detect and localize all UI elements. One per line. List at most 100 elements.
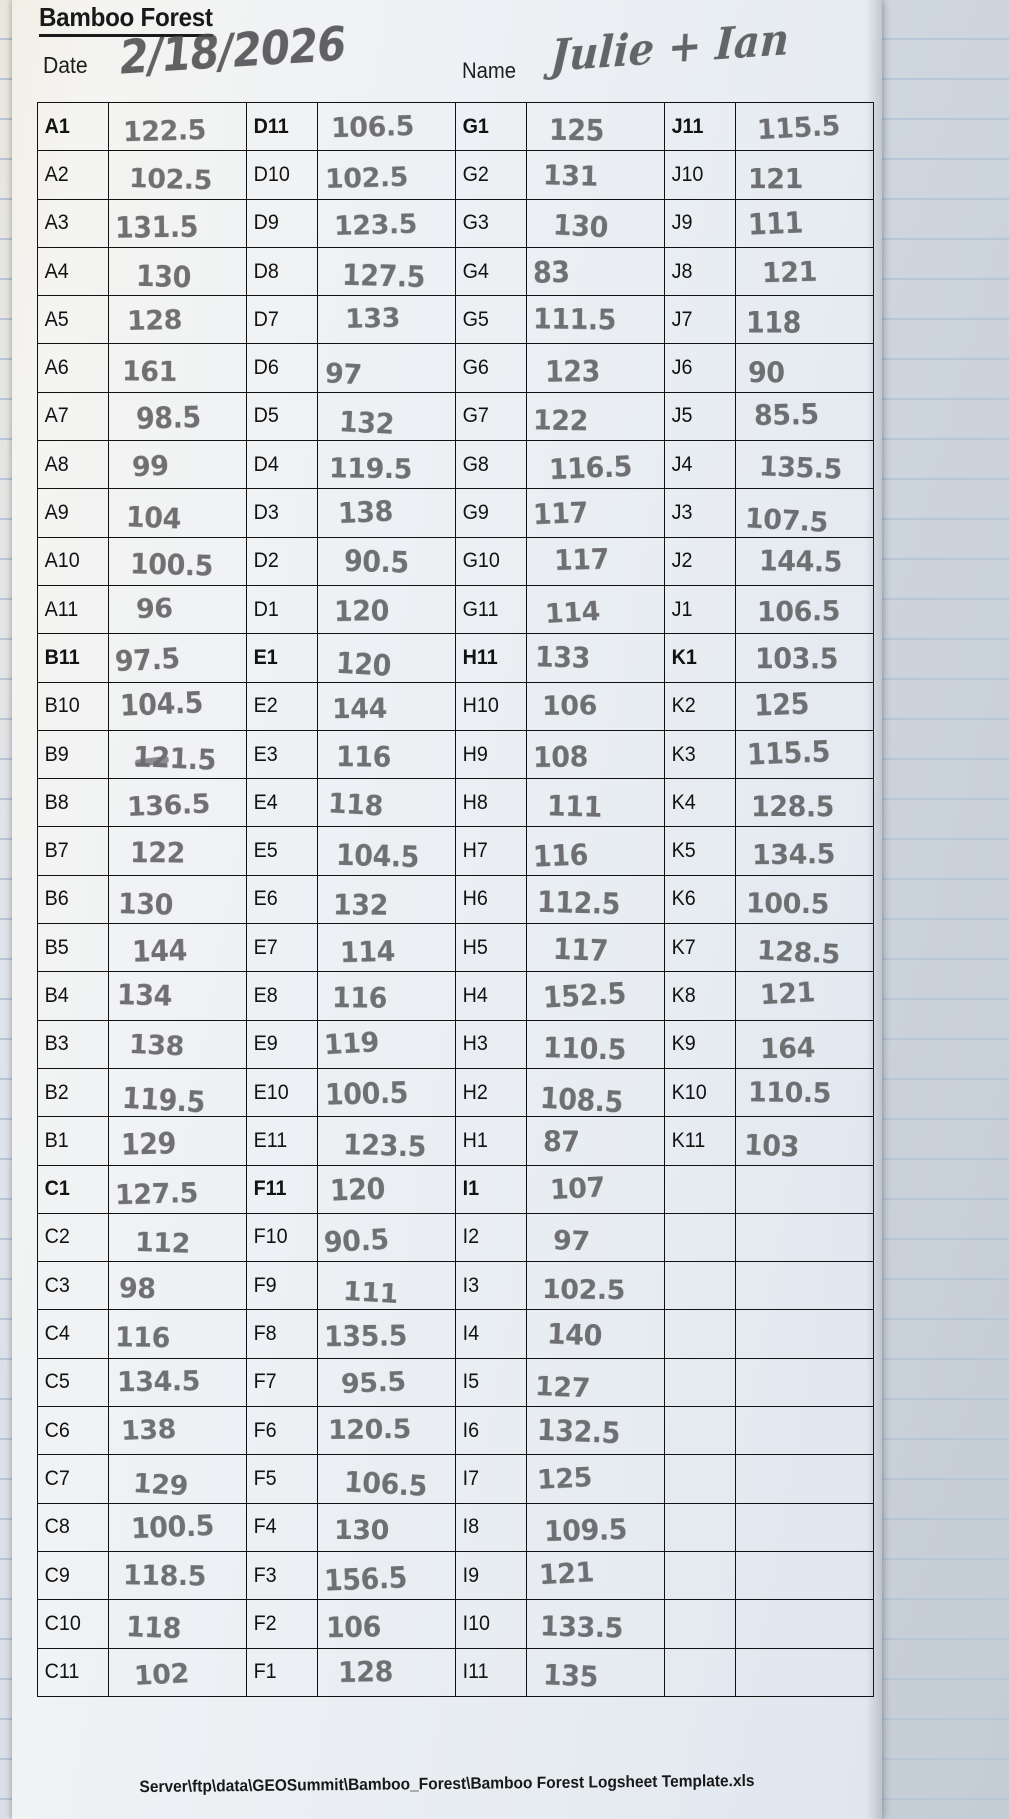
key-label: G8 bbox=[462, 452, 489, 476]
key-label: I8 bbox=[462, 1515, 480, 1539]
cell-value-i3: 102.5 bbox=[526, 1261, 665, 1311]
cell-key-c3: C3 bbox=[37, 1261, 109, 1311]
key-label: F8 bbox=[253, 1322, 277, 1346]
handwritten-value: 100.5 bbox=[130, 1509, 215, 1546]
key-label: B4 bbox=[44, 983, 69, 1007]
cell-key-i8: I8 bbox=[455, 1502, 527, 1552]
cell-value-g6: 123 bbox=[526, 343, 665, 393]
handwritten-value: 90.5 bbox=[343, 544, 410, 580]
cell-key-empty bbox=[664, 1309, 736, 1359]
handwritten-value: 119 bbox=[323, 1026, 380, 1062]
cell-value-g11: 114 bbox=[526, 584, 665, 635]
cell-value-c11: 102 bbox=[108, 1647, 247, 1697]
handwritten-value: 111 bbox=[342, 1276, 399, 1310]
handwritten-value: 98 bbox=[118, 1272, 156, 1306]
key-label: E3 bbox=[253, 742, 278, 766]
cell-key-f11: F11 bbox=[246, 1164, 318, 1214]
handwritten-value: 85.5 bbox=[753, 398, 820, 433]
cell-value-a7: 98.5 bbox=[108, 391, 247, 442]
key-label: C10 bbox=[44, 1611, 81, 1635]
cell-value-b9: 121.5 bbox=[108, 729, 247, 780]
cell-key-f9: F9 bbox=[246, 1261, 318, 1311]
key-label: A3 bbox=[44, 211, 69, 235]
table-row: B4 134 E8 116 H4 152.5 K8 121 bbox=[37, 971, 874, 1021]
table-row: C1 127.5 F11 120 I1 107 bbox=[37, 1164, 874, 1214]
cell-value-c8: 100.5 bbox=[108, 1502, 247, 1552]
cell-value-j8: 121 bbox=[735, 246, 874, 297]
cell-key-i11: I11 bbox=[455, 1647, 527, 1697]
handwritten-value: 102.5 bbox=[324, 162, 409, 196]
cell-key-k2: K2 bbox=[664, 681, 736, 731]
cell-key-a5: A5 bbox=[37, 295, 109, 345]
cell-key-h6: H6 bbox=[455, 874, 527, 925]
cell-value-k6: 100.5 bbox=[735, 874, 874, 925]
cell-key-k1: K1 bbox=[664, 633, 736, 683]
cell-key-b10: B10 bbox=[37, 681, 109, 731]
handwritten-value: 118 bbox=[125, 1611, 182, 1647]
table-row: C10 118 F2 106 I10 133.5 bbox=[37, 1599, 874, 1649]
handwritten-value: 121 bbox=[538, 1556, 595, 1592]
cell-value-e1: 120 bbox=[317, 633, 456, 683]
cell-value-k9: 164 bbox=[735, 1019, 874, 1069]
cell-value-f3: 156.5 bbox=[317, 1550, 456, 1601]
key-label: A6 bbox=[44, 356, 69, 380]
table-row: B11 97.5 E1 120 H11 133 K1 103.5 bbox=[37, 633, 874, 683]
key-label: D8 bbox=[253, 259, 279, 283]
table-row: A10 100.5 D2 90.5 G10 117 J2 144.5 bbox=[37, 536, 874, 586]
handwritten-value: 111 bbox=[546, 790, 603, 825]
handwritten-value: 97 bbox=[552, 1224, 591, 1258]
cell-value-h1: 87 bbox=[526, 1116, 665, 1166]
cell-value-f9: 111 bbox=[317, 1261, 456, 1311]
handwritten-value: 161 bbox=[121, 355, 178, 388]
cell-key-i4: I4 bbox=[455, 1309, 527, 1359]
cell-key-a11: A11 bbox=[37, 584, 109, 635]
key-label: A1 bbox=[44, 114, 70, 138]
table-row: C5 134.5 F7 95.5 I5 127 bbox=[37, 1357, 874, 1408]
cell-key-empty bbox=[664, 1406, 736, 1456]
cell-key-e9: E9 bbox=[246, 1019, 318, 1069]
cell-value-empty bbox=[735, 1357, 874, 1408]
key-label: K3 bbox=[671, 742, 696, 766]
cell-value-empty bbox=[735, 1164, 874, 1214]
key-label: H6 bbox=[462, 887, 488, 911]
key-label: K1 bbox=[671, 645, 697, 669]
key-label: F6 bbox=[253, 1418, 277, 1442]
key-label: G7 bbox=[462, 404, 489, 428]
key-label: D7 bbox=[253, 307, 279, 331]
cell-key-e2: E2 bbox=[246, 681, 318, 731]
cell-key-f1: F1 bbox=[246, 1647, 318, 1697]
cell-key-f4: F4 bbox=[246, 1502, 318, 1552]
handwritten-value: 120 bbox=[333, 595, 390, 629]
key-label: C5 bbox=[44, 1370, 70, 1394]
cell-key-c10: C10 bbox=[37, 1599, 109, 1649]
cell-value-c6: 138 bbox=[108, 1406, 247, 1456]
cell-value-j7: 118 bbox=[735, 295, 874, 345]
cell-key-h10: H10 bbox=[455, 681, 527, 731]
cell-value-g10: 117 bbox=[526, 536, 665, 586]
handwritten-value: 130 bbox=[334, 1514, 389, 1546]
key-label: B1 bbox=[44, 1128, 69, 1152]
key-label: I9 bbox=[462, 1563, 480, 1587]
handwritten-value: 130 bbox=[552, 208, 609, 245]
name-label: Name bbox=[462, 58, 516, 83]
table-row: C2 112 F10 90.5 I2 97 bbox=[37, 1212, 874, 1263]
key-label: E2 bbox=[253, 694, 278, 718]
cell-value-j10: 121 bbox=[735, 150, 874, 200]
handwritten-value: 164 bbox=[759, 1031, 816, 1066]
handwritten-value: 87 bbox=[543, 1126, 580, 1160]
handwritten-value: 106 bbox=[541, 689, 598, 722]
cell-value-h11: 133 bbox=[526, 633, 665, 683]
key-label: I4 bbox=[462, 1322, 480, 1346]
handwritten-value: 115.5 bbox=[756, 110, 841, 147]
cell-key-empty bbox=[664, 1261, 736, 1311]
key-label: D1 bbox=[253, 597, 279, 621]
key-label: D9 bbox=[253, 211, 279, 235]
cell-key-b7: B7 bbox=[37, 826, 109, 876]
cell-value-i4: 140 bbox=[526, 1309, 665, 1359]
cell-key-a3: A3 bbox=[37, 198, 109, 248]
cell-key-empty bbox=[664, 1550, 736, 1601]
handwritten-value: 118.5 bbox=[122, 1559, 207, 1593]
cell-key-i2: I2 bbox=[455, 1212, 527, 1263]
cell-value-i5: 127 bbox=[526, 1357, 665, 1408]
table-row: B5 144 E7 114 H5 117 K7 128.5 bbox=[37, 923, 874, 973]
